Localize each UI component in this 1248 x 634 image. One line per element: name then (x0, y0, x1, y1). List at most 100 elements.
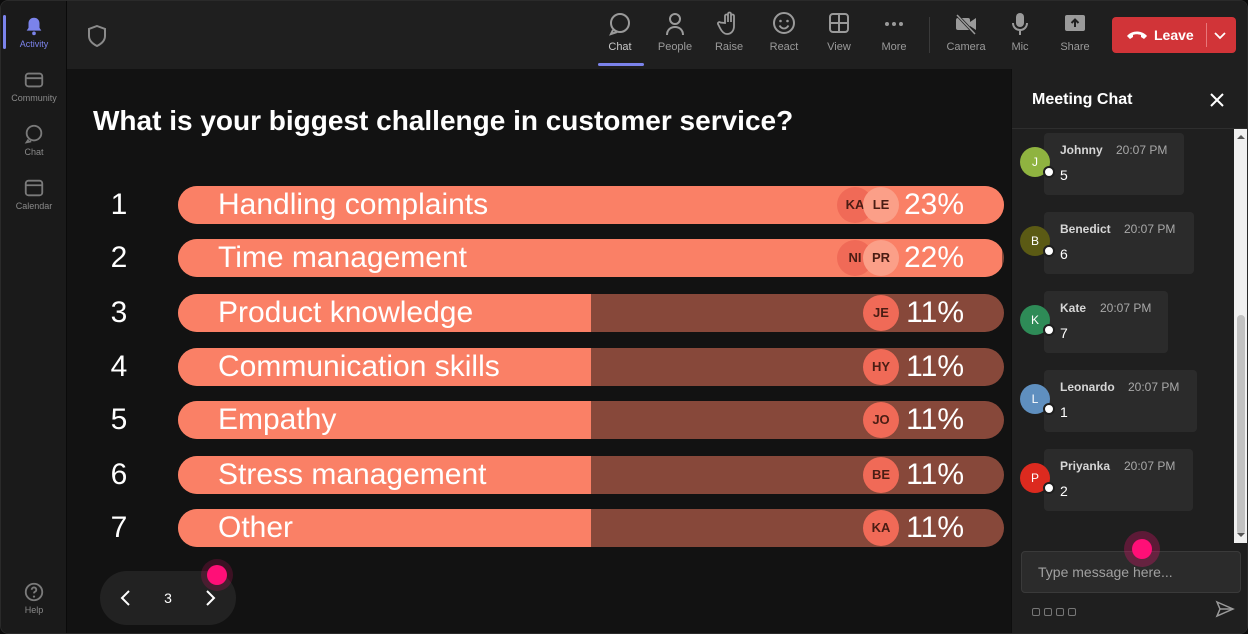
emoji-icon[interactable] (1056, 608, 1064, 616)
rail-label: Chat (24, 147, 44, 157)
chat-icon (24, 124, 43, 144)
rail-item-activity[interactable]: Activity (1, 7, 67, 57)
option-bar[interactable]: Other KA 11% (178, 509, 1004, 547)
page-number: 3 (164, 590, 172, 606)
message-input[interactable] (1021, 551, 1241, 593)
people-icon (666, 13, 684, 36)
format-icon[interactable] (1032, 608, 1040, 616)
option-bar[interactable]: Time management NI PR 22% (178, 239, 1004, 277)
poll-option-row: 5 Empathy JO 11% (67, 401, 1011, 439)
message-time: 20:07 PM (1124, 222, 1176, 236)
message-text: 1 (1060, 404, 1068, 420)
community-icon (24, 72, 44, 88)
option-label: Other (218, 511, 294, 544)
option-number: 3 (110, 296, 128, 329)
option-bar[interactable]: Communication skills HY 11% (178, 348, 1004, 386)
close-icon[interactable] (1208, 91, 1226, 109)
voter-avatar: KA (863, 510, 899, 546)
more-label: More (881, 41, 907, 53)
chat-message: Leonardo 20:07 PM 1 L (1020, 370, 1230, 434)
option-bar-fill (178, 348, 591, 386)
chat-message: Kate 20:07 PM 7 K (1020, 291, 1230, 355)
gif-icon[interactable] (1068, 608, 1076, 616)
rail-item-community[interactable]: Community (1, 61, 67, 111)
poll-option-row: 3 Product knowledge JE 11% (67, 294, 1011, 332)
chat-divider (1012, 128, 1247, 129)
option-percentage: 11% (906, 403, 964, 436)
option-bar[interactable]: Handling complaints KA LE 23% (178, 186, 1004, 224)
message-text: 7 (1060, 325, 1068, 341)
camera-label: Camera (946, 41, 986, 53)
option-bar[interactable]: Stress management BE 11% (178, 456, 1004, 494)
rail-label: Calendar (15, 201, 53, 211)
avatar[interactable]: B (1020, 226, 1050, 256)
chat-panel: Meeting Chat Johnny 20:07 PM 5 J Benedict 20:… (1011, 69, 1247, 633)
option-number: 2 (110, 241, 128, 274)
message-bubble: Leonardo 20:07 PM 1 (1044, 370, 1197, 432)
option-bar[interactable]: Empathy JO 11% (178, 401, 1004, 439)
camera-button[interactable]: Camera (941, 11, 991, 61)
option-label: Time management (218, 241, 467, 274)
voter-avatar: LE (863, 187, 899, 223)
message-text: 6 (1060, 246, 1068, 262)
left-rail: Activity Community Chat Calendar Help (1, 1, 67, 633)
option-number: 6 (110, 458, 128, 491)
chat-message: Priyanka 20:07 PM 2 P (1020, 449, 1230, 513)
attach-icon[interactable] (1044, 608, 1052, 616)
voter-avatar: BE (863, 457, 899, 493)
chevron-right-icon[interactable] (200, 588, 220, 608)
leave-button[interactable]: Leave (1112, 17, 1236, 53)
option-number: 7 (110, 511, 128, 544)
option-bar-fill (178, 456, 591, 494)
scroll-up-icon[interactable] (1237, 133, 1245, 141)
raise-hand-button[interactable]: Raise (704, 11, 754, 61)
presence-status-icon (1043, 482, 1055, 494)
option-number: 1 (110, 188, 128, 221)
people-label: People (657, 41, 693, 53)
option-percentage: 11% (906, 350, 964, 383)
scrollbar-thumb[interactable] (1237, 315, 1245, 535)
send-icon[interactable] (1215, 599, 1235, 619)
rail-label: Help (24, 605, 44, 615)
option-label: Stress management (218, 458, 487, 491)
active-tab-indicator (598, 63, 644, 66)
chat-scrollbar[interactable] (1234, 129, 1247, 543)
message-time: 20:07 PM (1128, 380, 1180, 394)
people-button[interactable]: People (650, 11, 700, 61)
chat-icon (609, 13, 630, 36)
option-percentage: 11% (906, 296, 964, 329)
react-label: React (769, 41, 799, 53)
scroll-down-icon[interactable] (1237, 531, 1245, 539)
chevron-left-icon[interactable] (116, 588, 136, 608)
help-icon (24, 582, 44, 602)
chat-message: Johnny 20:07 PM 5 J (1020, 133, 1230, 197)
message-bubble: Priyanka 20:07 PM 2 (1044, 449, 1193, 511)
grid-icon (829, 13, 849, 33)
hang-up-icon (1127, 31, 1147, 39)
option-label: Product knowledge (218, 296, 474, 329)
bell-icon (26, 17, 42, 36)
chevron-down-icon[interactable] (1212, 27, 1228, 43)
chat-button[interactable]: Chat (595, 11, 645, 61)
message-list: Johnny 20:07 PM 5 J Benedict 20:07 PM 6 B Kate 20… (1012, 129, 1234, 543)
rail-item-help[interactable]: Help (1, 573, 67, 623)
leave-label: Leave (1154, 27, 1194, 43)
more-button[interactable]: More (869, 11, 919, 61)
mic-icon (1012, 13, 1028, 35)
pointer-indicator (207, 565, 227, 585)
option-label: Empathy (218, 403, 337, 436)
share-button[interactable]: Share (1050, 11, 1100, 61)
voter-avatar: PR (863, 240, 899, 276)
presence-status-icon (1043, 403, 1055, 415)
rail-item-calendar[interactable]: Calendar (1, 169, 67, 219)
shield-icon[interactable] (87, 25, 107, 47)
message-bubble: Johnny 20:07 PM 5 (1044, 133, 1184, 195)
rail-item-chat[interactable]: Chat (1, 115, 67, 165)
option-bar[interactable]: Product knowledge JE 11% (178, 294, 1004, 332)
option-percentage: 22% (903, 241, 964, 274)
mic-button[interactable]: Mic (995, 11, 1045, 61)
voter-avatar: JE (863, 295, 899, 331)
react-button[interactable]: React (759, 11, 809, 61)
view-button[interactable]: View (814, 11, 864, 61)
